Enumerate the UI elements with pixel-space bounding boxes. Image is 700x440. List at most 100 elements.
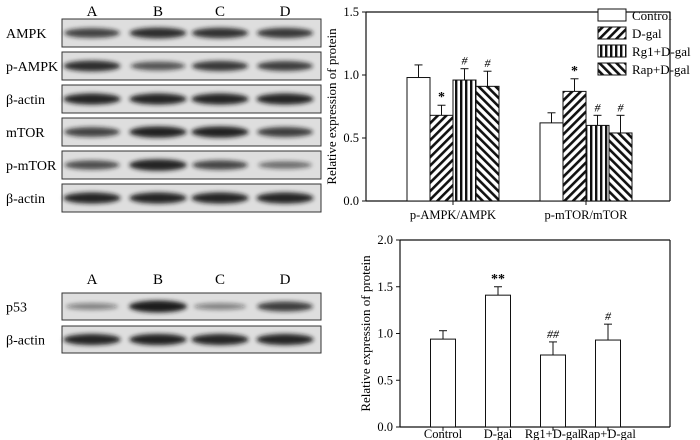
- blot-band: [129, 159, 187, 171]
- blot-row: p53: [6, 292, 322, 321]
- legend-swatch: [597, 8, 627, 22]
- lane-label-b-lower: B: [153, 272, 163, 288]
- x-tick-label: D-gal: [484, 427, 513, 440]
- blot-band: [64, 28, 120, 38]
- legend-label: D-gal: [632, 26, 662, 41]
- legend-swatch: [597, 26, 627, 40]
- blot-band: [65, 303, 119, 310]
- bar: [540, 354, 566, 428]
- x-tick-label: Rg1+D-gal: [525, 427, 582, 440]
- blot-band: [256, 93, 314, 105]
- blot-row: p-AMPK: [6, 51, 322, 81]
- blot-band: [63, 192, 121, 204]
- lane-label-b: B: [153, 4, 163, 20]
- y-tick-label: 1.0: [377, 327, 393, 341]
- y-axis-title: Relative expression of protein: [358, 255, 373, 412]
- bar: [430, 338, 456, 428]
- legend-label: Control: [632, 8, 672, 23]
- blot-row-label: mTOR: [6, 126, 45, 141]
- blot-band: [191, 93, 249, 105]
- lane-label-c: C: [215, 4, 225, 20]
- blot-band: [256, 27, 314, 39]
- blot-row-label: p-mTOR: [6, 159, 57, 174]
- blot-row-label: AMPK: [6, 27, 46, 42]
- legend-swatch: [597, 44, 627, 58]
- blot-band: [193, 303, 247, 310]
- blot-band: [129, 333, 187, 346]
- blot-row-label: p-AMPK: [6, 60, 58, 75]
- bar: [452, 79, 477, 202]
- blot-band: [191, 192, 249, 204]
- y-tick-label: 1.5: [377, 280, 393, 294]
- blot-band: [63, 93, 121, 105]
- blot-row: β-actin: [6, 183, 322, 213]
- legend: Control D-gal Rg1+D-gal Rap+D-gal: [597, 8, 691, 77]
- blot-row: p-mTOR: [6, 150, 322, 180]
- blot-band: [256, 192, 314, 204]
- blot-band: [258, 161, 312, 169]
- significance-mark: #: [595, 100, 602, 114]
- significance-mark: *: [438, 90, 445, 105]
- blot-band: [129, 93, 187, 105]
- lane-label-c-lower: C: [215, 272, 225, 288]
- lane-label-a-lower: A: [87, 272, 98, 288]
- blot-row-label: β-actin: [6, 93, 45, 108]
- significance-mark: **: [491, 272, 505, 287]
- blot-band: [64, 127, 120, 137]
- significance-mark: *: [571, 64, 578, 79]
- blot-band: [63, 60, 121, 72]
- y-tick-label: 1.5: [343, 5, 359, 19]
- lane-label-a: A: [87, 4, 98, 20]
- y-tick-label: 0.5: [343, 131, 359, 145]
- blot-row: β-actin: [6, 84, 322, 114]
- blot-band: [257, 61, 313, 71]
- bar: [608, 132, 633, 202]
- blot-band: [129, 126, 187, 138]
- y-tick-label: 0.0: [343, 194, 359, 208]
- lane-label-d-lower: D: [280, 272, 291, 288]
- blot-band: [129, 27, 187, 39]
- blot-band: [191, 60, 249, 72]
- p53-bar-chart: 0.0 0.5 1.0 1.5 2.0 Relative expression of pr…: [358, 233, 671, 440]
- legend-label: Rg1+D-gal: [632, 44, 691, 59]
- blot-band: [191, 333, 249, 346]
- bar: [485, 294, 511, 428]
- blot-band: [64, 160, 120, 170]
- blot-row-label: β-actin: [6, 192, 45, 207]
- x-tick-label: p-AMPK/AMPK: [410, 208, 496, 222]
- bar: [585, 124, 610, 202]
- bar: [406, 77, 431, 202]
- legend-swatch: [597, 62, 627, 76]
- blot-band: [130, 61, 186, 71]
- x-tick-label: Rap+D-gal: [580, 427, 636, 440]
- lane-label-d: D: [280, 4, 291, 20]
- bar: [595, 339, 621, 428]
- blot-band: [256, 333, 314, 346]
- y-tick-label: 0.5: [377, 373, 393, 387]
- bar: [539, 122, 564, 202]
- y-tick-label: 1.0: [343, 68, 359, 82]
- blot-band: [63, 333, 121, 346]
- y-axis-title: Relative expression of protein: [324, 28, 339, 185]
- blot-row: AMPK: [6, 18, 322, 48]
- blot-panel-top: A B C D AMPK p-AMPK β-actin mTOR p-mTOR β-actin: [6, 4, 322, 213]
- blot-band: [192, 160, 248, 170]
- blot-row: β-actin: [6, 325, 322, 354]
- bar: [475, 85, 500, 202]
- blot-band: [191, 126, 249, 138]
- legend-label: Rap+D-gal: [632, 62, 690, 77]
- grouped-bar-chart: 0.0 0.5 1.0 1.5 Relative expression of prote…: [324, 5, 691, 222]
- y-tick-label: 2.0: [377, 233, 393, 247]
- x-tick-label: Control: [424, 427, 463, 440]
- blot-band: [257, 301, 313, 312]
- x-tick-label: p-mTOR/mTOR: [545, 208, 629, 222]
- blot-row: mTOR: [6, 117, 322, 147]
- bar: [429, 114, 454, 202]
- bar: [562, 90, 587, 202]
- significance-mark: #: [485, 56, 492, 70]
- significance-mark: #: [605, 309, 612, 323]
- significance-mark: ##: [547, 327, 560, 341]
- blot-band: [129, 300, 187, 313]
- blot-band: [191, 27, 249, 39]
